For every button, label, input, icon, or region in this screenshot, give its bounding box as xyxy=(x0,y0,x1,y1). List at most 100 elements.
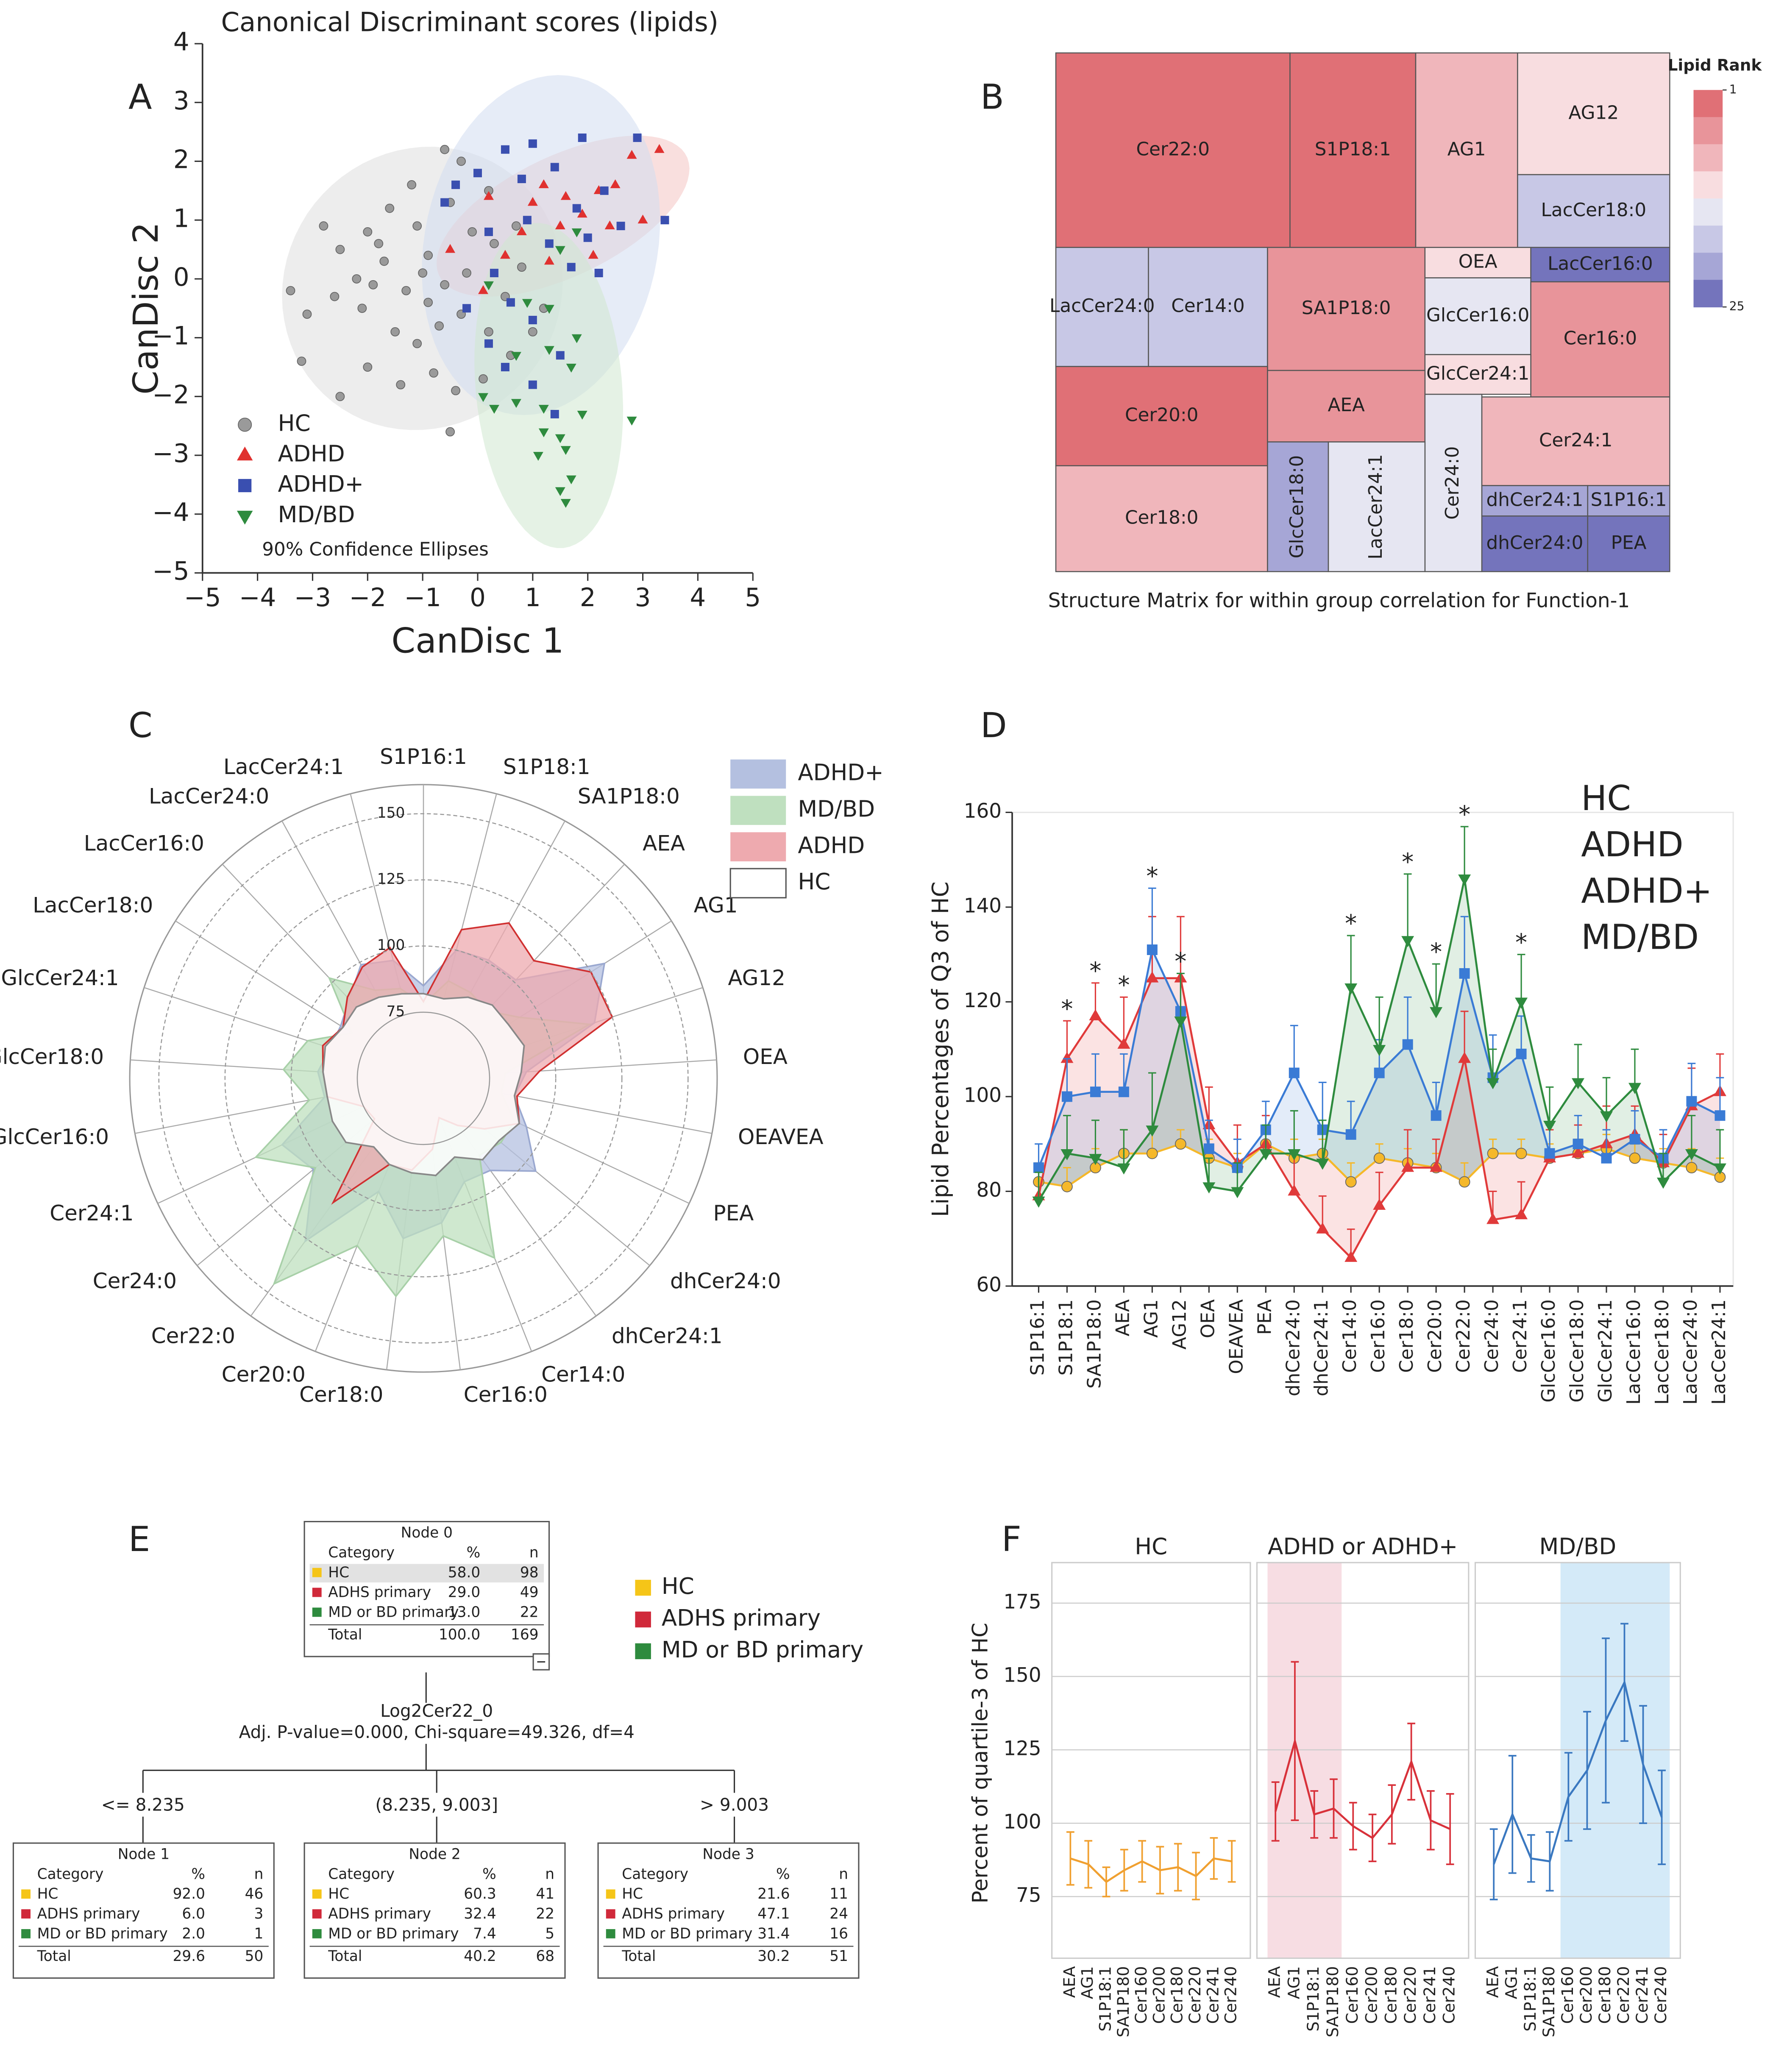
x-tick-label: dhCer24:0 xyxy=(1282,1299,1304,1396)
x-tick-label: S1P16:1 xyxy=(1027,1299,1048,1376)
data-point xyxy=(555,487,565,496)
data-point xyxy=(516,226,527,235)
treemap-label: LacCer24:0 xyxy=(1049,295,1155,317)
table-header: % xyxy=(776,1866,790,1883)
legend-marker xyxy=(238,418,252,432)
data-point xyxy=(1685,1149,1698,1161)
x-tick-label: Cer200 xyxy=(1362,1966,1381,2024)
table-cell: 13.0 xyxy=(448,1604,480,1621)
radar-category-label: AG12 xyxy=(728,966,785,990)
table-header: % xyxy=(191,1866,205,1883)
x-tick-label: −5 xyxy=(184,583,221,612)
tree-node xyxy=(12,1842,275,1979)
table-cell: 1 xyxy=(254,1925,264,1942)
x-tick-label: 4 xyxy=(690,583,706,612)
data-point xyxy=(374,239,384,248)
table-cell: 31.4 xyxy=(757,1925,790,1942)
radar-category-label: SA1P18:0 xyxy=(578,784,680,808)
table-cell: 49 xyxy=(520,1584,539,1601)
tree-node xyxy=(303,1842,566,1979)
radar-category-label: LacCer24:1 xyxy=(223,755,344,779)
data-point xyxy=(577,410,587,420)
series-line xyxy=(1070,1857,1232,1883)
colorbar-swatch xyxy=(1693,90,1723,118)
treemap-label: dhCer24:1 xyxy=(1486,489,1584,510)
data-point xyxy=(1117,1037,1130,1049)
y-tick-label: 125 xyxy=(1003,1738,1041,1760)
data-point xyxy=(1600,1111,1613,1122)
data-point xyxy=(506,298,515,307)
panel-label: B xyxy=(980,78,1004,117)
data-point xyxy=(478,393,488,402)
data-point xyxy=(1231,1187,1244,1198)
error-bar xyxy=(1658,1769,1666,1865)
table-total: 29.6 xyxy=(173,1948,205,1965)
data-point xyxy=(445,427,455,437)
x-tick-label: 5 xyxy=(745,583,761,612)
data-point xyxy=(1345,1129,1356,1140)
treemap-cell xyxy=(1267,370,1426,443)
treemap-label: LacCer18:0 xyxy=(1541,199,1647,221)
data-point xyxy=(401,286,411,295)
treemap-label: GlcCer16:0 xyxy=(1426,304,1529,326)
table-cell: 21.6 xyxy=(757,1885,790,1902)
row-highlight xyxy=(309,1564,544,1583)
data-point xyxy=(594,269,603,278)
x-tick-label: 3 xyxy=(635,583,651,612)
error-bar xyxy=(1318,1120,1327,1163)
data-point xyxy=(330,292,340,301)
table-cell: 11 xyxy=(829,1885,848,1902)
data-point xyxy=(555,220,565,230)
legend-label: ADHD xyxy=(798,832,865,858)
x-tick-label: S1P18:1 xyxy=(1055,1299,1077,1376)
error-bar xyxy=(1545,1086,1554,1125)
x-tick-label: Cer18:0 xyxy=(1396,1299,1417,1373)
radar-category-label: GlcCer24:1 xyxy=(1,966,119,990)
data-point xyxy=(600,186,609,195)
data-point xyxy=(1060,1149,1074,1161)
y-tick-label: 4 xyxy=(173,27,189,56)
data-point xyxy=(478,285,488,294)
table-cell: HC xyxy=(622,1885,643,1902)
error-bar xyxy=(1631,1048,1639,1087)
x-tick-label: Cer180 xyxy=(1595,1966,1614,2024)
legend-marker xyxy=(237,446,253,461)
data-point xyxy=(660,216,669,225)
error-bar xyxy=(1227,1840,1236,1883)
significance-mark: * xyxy=(1458,801,1470,829)
table-cell: 22 xyxy=(520,1604,539,1621)
x-tick-label: AG12 xyxy=(1169,1299,1190,1350)
treemap-cell xyxy=(1587,485,1670,517)
data-point xyxy=(468,227,477,237)
error-bar xyxy=(1066,1831,1074,1886)
colorbar-swatch xyxy=(1693,280,1723,308)
data-point xyxy=(566,475,576,485)
data-point xyxy=(571,228,582,237)
data-point xyxy=(1430,1161,1443,1172)
data-point xyxy=(637,214,648,224)
x-tick-label: SA1P180 xyxy=(1114,1966,1133,2037)
data-point xyxy=(1401,1161,1414,1172)
data-point xyxy=(1345,1176,1357,1188)
error-bar xyxy=(1659,1153,1667,1182)
table-cell: HC xyxy=(328,1885,349,1902)
x-tick-label: Cer180 xyxy=(1168,1966,1186,2024)
treemap-label: Cer24:1 xyxy=(1539,429,1612,451)
data-point xyxy=(489,405,499,414)
significance-mark: * xyxy=(1175,948,1186,975)
data-point xyxy=(633,133,642,142)
error-bar xyxy=(1375,996,1383,1050)
x-tick-label: Cer220 xyxy=(1186,1966,1204,2024)
series-line xyxy=(1274,1737,1451,1839)
data-point xyxy=(501,145,509,154)
data-point xyxy=(566,364,576,373)
data-point xyxy=(451,386,460,395)
table-cell: 98 xyxy=(520,1564,539,1581)
y-tick-label: −2 xyxy=(152,380,189,409)
data-point xyxy=(352,274,362,284)
data-point xyxy=(1487,1147,1499,1159)
table-total: 40.2 xyxy=(464,1948,496,1965)
facet-title: ADHD or ADHD+ xyxy=(1268,1534,1458,1560)
treemap-label: Cer16:0 xyxy=(1564,328,1637,349)
table-cell: 24 xyxy=(829,1905,848,1922)
